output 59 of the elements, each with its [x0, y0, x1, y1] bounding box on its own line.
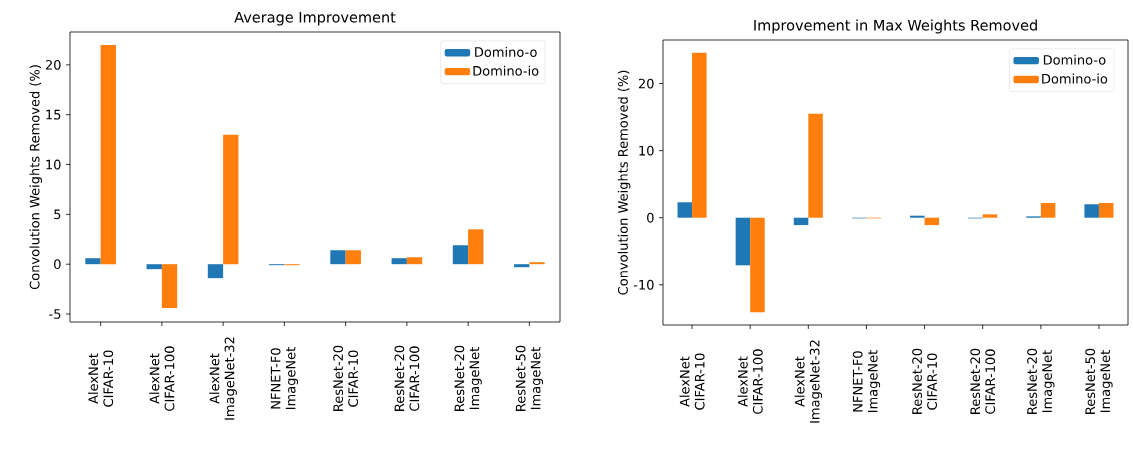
bar	[514, 264, 530, 268]
x-tick-label: AlexNet CIFAR-100	[737, 349, 763, 414]
x-tick-label: ResNet-20 ImageNet	[454, 345, 482, 411]
x-tick-label: ResNet-50 ImageNet	[1085, 348, 1113, 414]
y-tick-label: 10	[46, 159, 61, 170]
bar	[808, 113, 823, 218]
x-tick-label: AlexNet ImageNet-32	[794, 340, 823, 423]
bar	[1098, 202, 1114, 218]
bar	[677, 202, 693, 218]
chart-title: Average Improvement	[234, 11, 396, 26]
y-tick-label: -5	[49, 309, 61, 319]
bar	[85, 258, 101, 265]
legend-label: Domino-o	[475, 46, 537, 57]
chart-title: Improvement in Max Weights Removed	[754, 19, 1037, 34]
bar	[406, 257, 423, 265]
bar	[910, 215, 925, 218]
bar	[924, 217, 940, 226]
y-tick-label: 20	[45, 59, 61, 70]
x-tick-label: ResNet-20 CIFAR-100	[970, 348, 996, 414]
y-tick-label: 10	[639, 145, 654, 156]
legend-label: Domino-io	[1042, 73, 1108, 84]
x-tick-label: NFNET-F0 ImageNet	[852, 350, 881, 413]
y-axis-title: Convolution Weights Removed (%)	[617, 70, 631, 295]
y-tick-label: 15	[46, 109, 61, 120]
bar	[330, 250, 346, 265]
bar	[391, 258, 407, 265]
bar	[982, 214, 998, 218]
x-tick-label: AlexNet CIFAR-10	[88, 350, 114, 407]
bar	[692, 52, 707, 218]
x-tick-label: AlexNet ImageNet-32	[209, 337, 237, 420]
x-tick-label: ResNet-20 CIFAR-100	[394, 345, 420, 411]
bar	[345, 250, 361, 265]
bar	[146, 264, 162, 270]
x-tick-label: AlexNet CIFAR-100	[149, 346, 175, 411]
x-tick-label: ResNet-20 CIFAR-10	[912, 348, 937, 414]
y-tick-label: -10	[633, 279, 654, 290]
x-tick-label: ResNet-20 CIFAR-10	[333, 345, 359, 411]
bar	[1084, 204, 1099, 218]
bar	[468, 229, 484, 265]
y-axis-title: Convolution Weights Removed (%)	[29, 65, 43, 290]
x-tick-label: AlexNet CIFAR-10	[679, 353, 705, 410]
legend-label: Domino-io	[473, 65, 539, 76]
y-tick-label: 5	[54, 209, 61, 220]
bar	[223, 134, 239, 265]
bar	[207, 264, 224, 279]
bar	[750, 217, 765, 313]
legend-label: Domino-o	[1043, 54, 1106, 65]
bar	[1040, 202, 1056, 218]
bar	[793, 217, 809, 226]
y-tick-label: 0	[54, 259, 61, 270]
y-tick-label: 0	[647, 212, 654, 223]
x-tick-label: ResNet-50 ImageNet	[515, 345, 544, 411]
bar	[100, 44, 116, 265]
x-tick-label: ResNet-20 ImageNet	[1027, 348, 1055, 414]
x-tick-label: NFNET-F0 ImageNet	[270, 347, 299, 410]
bar	[161, 264, 178, 309]
y-tick-label: 20	[638, 78, 654, 89]
bar	[735, 217, 751, 266]
bar	[452, 245, 469, 265]
